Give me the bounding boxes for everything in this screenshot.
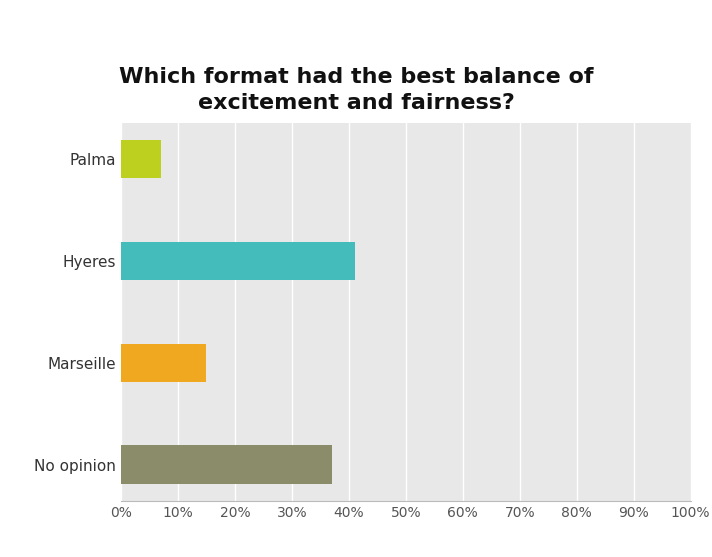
Bar (121, 446, 332, 484)
Bar (121, 344, 206, 382)
Bar (121, 242, 355, 280)
Text: Which format had the best balance of
excitement and fairness?: Which format had the best balance of exc… (119, 67, 593, 113)
Bar (121, 140, 161, 178)
